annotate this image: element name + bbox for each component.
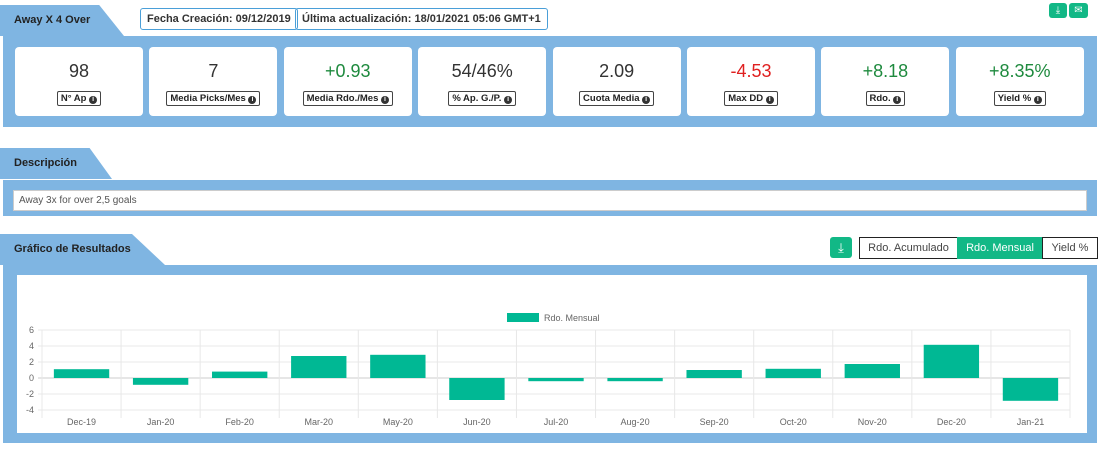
- info-icon: i: [642, 96, 651, 104]
- stat-label-text: N° Ap: [60, 93, 87, 104]
- strategy-title: Away X 4 Over: [0, 5, 124, 36]
- stat-card: +8.35% Yield % i: [955, 47, 1084, 116]
- chart-panel: 6 4 2 0 -2 -4 Dec-19 Jan-20 Feb-20 Mar-20 May-20 Ju…: [3, 265, 1097, 443]
- x-tick-label: Jul-20: [544, 417, 569, 427]
- info-icon: i: [504, 96, 513, 104]
- legend-label: Rdo. Mensual: [544, 313, 600, 323]
- stat-label[interactable]: Cuota Media i: [579, 91, 655, 106]
- envelope-icon: ✉: [1074, 5, 1083, 16]
- x-tick-label: Dec-19: [67, 417, 96, 427]
- tab-rdo-acumulado[interactable]: Rdo. Acumulado: [859, 237, 958, 259]
- stat-card: +0.93 Media Rdo./Mes i: [283, 47, 412, 116]
- description-text: Away 3x for over 2,5 goals: [13, 190, 1087, 211]
- x-tick-label: Mar-20: [305, 417, 334, 427]
- bar: [607, 378, 663, 382]
- stat-label-text: Yield %: [997, 93, 1032, 104]
- download-icon: ⤓: [1055, 5, 1061, 16]
- stat-value: 98: [68, 61, 90, 81]
- y-tick-label: 0: [29, 373, 34, 383]
- stat-label[interactable]: N° Ap i: [56, 91, 102, 106]
- stat-label[interactable]: Max DD i: [724, 91, 778, 106]
- stat-label-text: Media Rdo./Mes: [306, 93, 379, 104]
- last-update: Última actualización: 18/01/2021 05:06 G…: [295, 8, 548, 30]
- y-tick-label: -4: [26, 405, 34, 415]
- tab-yield[interactable]: Yield %: [1042, 237, 1098, 259]
- stat-value: 54/46%: [451, 61, 513, 81]
- x-tick-label: Dec-20: [937, 417, 966, 427]
- chart-title: Gráfico de Resultados: [0, 234, 165, 265]
- description-panel: Away 3x for over 2,5 goals: [3, 180, 1097, 216]
- stat-label-text: Max DD: [728, 93, 764, 104]
- info-icon: i: [893, 96, 902, 104]
- bar: [449, 378, 505, 400]
- bar: [1002, 378, 1059, 401]
- bar: [53, 369, 110, 378]
- info-icon: i: [248, 96, 257, 104]
- info-icon: i: [89, 96, 98, 104]
- legend-swatch: [507, 313, 539, 322]
- bar: [212, 371, 268, 378]
- stat-card: 2.09 Cuota Media i: [552, 47, 681, 116]
- stat-label[interactable]: Yield % i: [993, 91, 1046, 106]
- bar: [528, 378, 584, 382]
- bar-chart: 6 4 2 0 -2 -4 Dec-19 Jan-20 Feb-20 Mar-20 May-20 Ju…: [26, 313, 1071, 427]
- stat-card: 7 Media Picks/Mes i: [149, 47, 278, 116]
- description-title: Descripción: [0, 148, 112, 179]
- x-tick-label: Nov-20: [858, 417, 887, 427]
- stat-label-text: Rdo.: [869, 93, 891, 104]
- stat-card: +8.18 Rdo. i: [821, 47, 950, 116]
- download-icon: ⤓: [838, 240, 844, 255]
- tab-rdo-mensual[interactable]: Rdo. Mensual: [957, 237, 1043, 259]
- x-tick-label: Jun-20: [463, 417, 491, 427]
- info-icon: i: [1033, 96, 1042, 104]
- y-tick-label: 4: [29, 341, 34, 351]
- info-icon: i: [381, 96, 390, 104]
- email-button[interactable]: ✉: [1069, 3, 1088, 18]
- stat-card: 98 N° Ap i: [15, 47, 143, 116]
- stat-value: +8.35%: [989, 61, 1051, 81]
- stat-label-text: Media Picks/Mes: [170, 93, 246, 104]
- bar: [923, 344, 980, 378]
- stat-label-text: Cuota Media: [583, 93, 640, 104]
- bar: [765, 368, 821, 378]
- stat-label[interactable]: Media Picks/Mes i: [166, 91, 261, 106]
- info-icon: i: [765, 96, 774, 104]
- download-button[interactable]: ⤓: [1049, 3, 1067, 18]
- bar: [370, 354, 426, 378]
- stat-value: 7: [208, 61, 219, 81]
- creation-date: Fecha Creación: 09/12/2019: [140, 8, 298, 30]
- bar: [686, 370, 742, 378]
- y-tick-label: 2: [29, 357, 34, 367]
- y-tick-label: 6: [29, 325, 34, 335]
- bar: [132, 378, 189, 385]
- chart-download-button[interactable]: ⤓: [830, 237, 852, 258]
- stat-label[interactable]: % Ap. G./P. i: [448, 91, 517, 106]
- x-tick-label: Feb-20: [225, 417, 254, 427]
- stat-card: -4.53 Max DD i: [687, 47, 815, 116]
- x-tick-label: Jan-20: [147, 417, 175, 427]
- x-tick-label: Oct-20: [780, 417, 807, 427]
- bar: [291, 356, 347, 378]
- stat-card: 54/46% % Ap. G./P. i: [418, 47, 547, 116]
- chart-area: 6 4 2 0 -2 -4 Dec-19 Jan-20 Feb-20 Mar-20 May-20 Ju…: [17, 275, 1087, 433]
- x-tick-label: May-20: [383, 417, 413, 427]
- stat-value: +0.93: [325, 61, 371, 81]
- stats-panel: 98 N° Ap i 7 Media Picks/Mes i +0.93 Media Rd…: [3, 36, 1097, 127]
- stat-label-text: % Ap. G./P.: [452, 93, 502, 104]
- x-tick-label: Sep-20: [700, 417, 729, 427]
- stat-value: 2.09: [599, 61, 635, 81]
- y-tick-label: -2: [26, 389, 34, 399]
- stat-label[interactable]: Rdo. i: [865, 91, 906, 106]
- bar: [844, 364, 900, 378]
- stat-value: +8.18: [862, 61, 909, 81]
- stat-label[interactable]: Media Rdo./Mes i: [302, 91, 394, 106]
- x-tick-label: Jan-21: [1017, 417, 1045, 427]
- x-tick-label: Aug-20: [621, 417, 650, 427]
- stat-value: -4.53: [730, 61, 772, 81]
